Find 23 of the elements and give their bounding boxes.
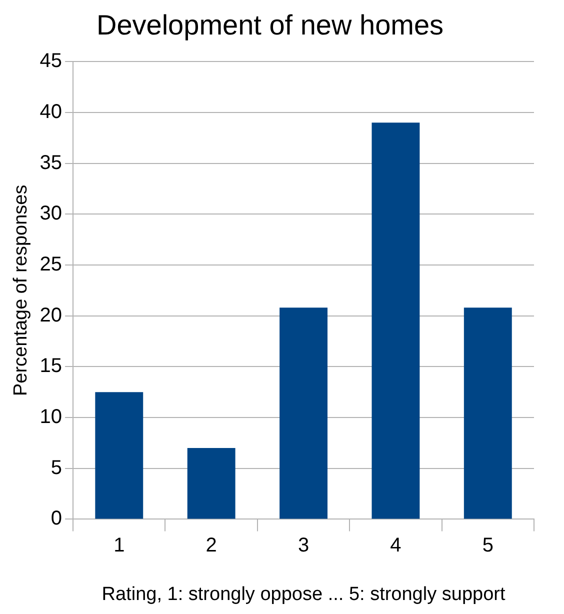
- bar: [95, 392, 144, 519]
- y-tick-label: 20: [40, 304, 62, 326]
- x-axis-title: Rating, 1: strongly oppose ... 5: strongly support: [102, 584, 506, 605]
- y-tick-label: 40: [40, 100, 62, 123]
- x-tick-label: 1: [114, 534, 125, 557]
- x-tick-label: 3: [298, 534, 310, 557]
- chart-title: Development of new homes: [96, 10, 444, 41]
- y-tick-label: 30: [40, 202, 62, 225]
- bar: [464, 308, 512, 519]
- bar: [372, 122, 420, 519]
- y-axis-title: Percentage of responses: [10, 184, 32, 396]
- y-tick-label: 0: [50, 508, 62, 530]
- y-tick-label: 10: [40, 406, 62, 428]
- y-tick-label: 25: [40, 253, 62, 276]
- y-tick-label: 5: [50, 456, 62, 479]
- x-tick-label: 2: [206, 534, 217, 557]
- y-tick-label: 15: [40, 355, 62, 378]
- y-tick-label: 45: [40, 50, 62, 72]
- bar: [187, 448, 236, 519]
- y-tick-label: 35: [40, 152, 62, 174]
- x-tick-label: 4: [390, 534, 402, 557]
- x-tick-label: 5: [482, 534, 494, 557]
- bar: [280, 308, 328, 519]
